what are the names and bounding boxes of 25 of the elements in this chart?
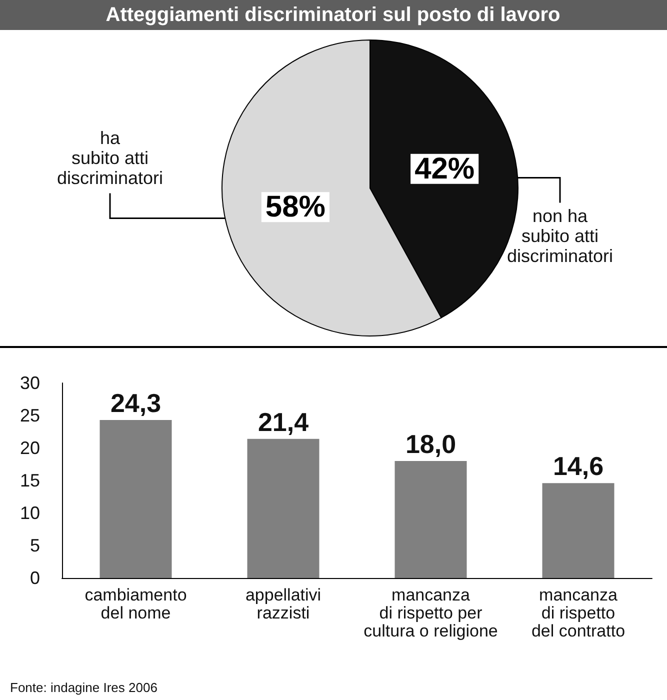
slice-label: non ha subito atti discriminatori [506, 206, 614, 266]
bar [100, 420, 172, 578]
source-note: Fonte: indagine Ires 2006 [10, 680, 158, 695]
chart-title: Atteggiamenti discriminatori sul posto di lavoro [106, 4, 560, 26]
x-tick-label: cambiamento del nome [84, 586, 187, 622]
data-label: 24,3 [110, 388, 162, 418]
y-tick-label: 0 [30, 568, 40, 588]
bar [542, 483, 614, 578]
data-label: 58% [265, 190, 326, 224]
y-tick-label: 10 [20, 503, 40, 523]
x-tick-label: mancanza di rispetto del contratto [531, 586, 626, 640]
data-label: 21,4 [258, 406, 310, 437]
x-tick-label: appellativi razzisti [245, 586, 322, 622]
y-tick-label: 30 [20, 373, 40, 393]
bar [247, 438, 320, 578]
data-label: 18,0 [405, 429, 456, 459]
bar [394, 461, 467, 578]
y-tick-label: 25 [20, 406, 40, 426]
y-tick-label: 15 [20, 470, 40, 490]
data-label: 14,6 [552, 451, 604, 482]
x-tick-label: mancanza di rispetto per cultura o religione [364, 586, 498, 640]
data-label: 42% [414, 152, 475, 186]
y-tick-label: 5 [30, 536, 40, 556]
slice-label: ha subito atti discriminatori [56, 128, 164, 188]
y-tick-label: 20 [20, 438, 40, 458]
